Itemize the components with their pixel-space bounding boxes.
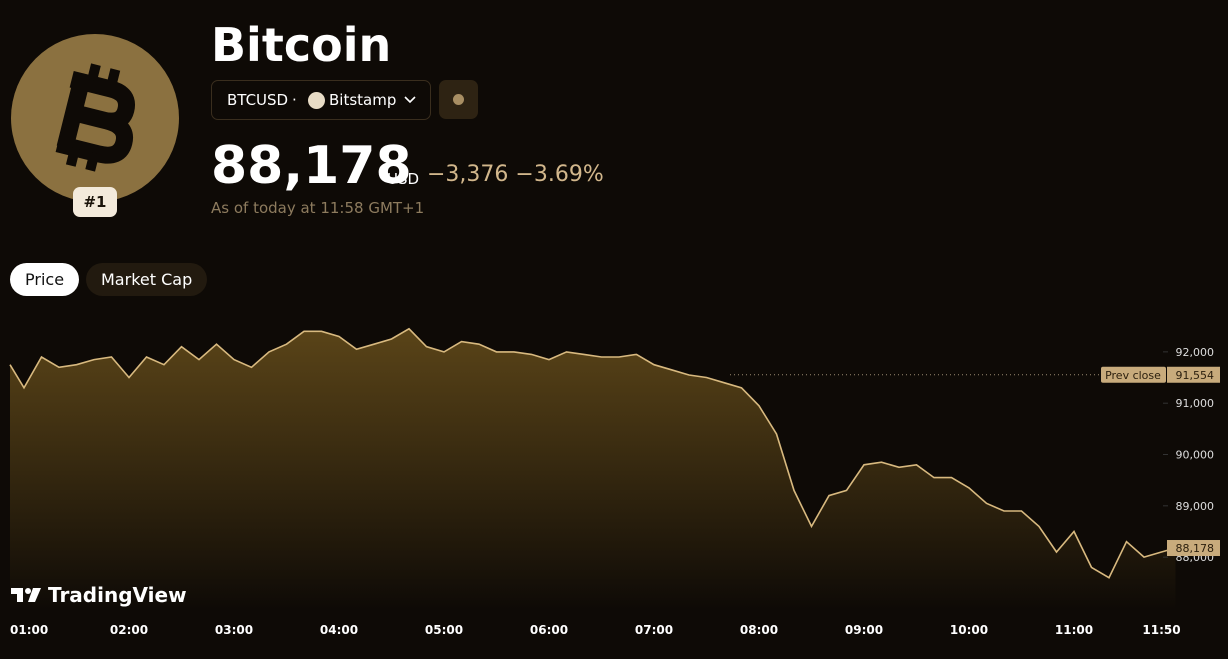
x-tick-label: 01:00	[10, 623, 48, 637]
coin-logo	[11, 34, 179, 202]
x-tick-label: 11:50	[1142, 623, 1180, 637]
x-tick-label: 11:00	[1055, 623, 1093, 637]
tab-price[interactable]: Price	[10, 263, 80, 296]
price-line	[9, 327, 1176, 579]
x-tick-label: 07:00	[635, 623, 673, 637]
exchange: Bitstamp	[329, 91, 397, 109]
last-price-tag	[1167, 540, 1220, 557]
prev-close-value: 91,554	[1176, 369, 1215, 382]
separator: ·	[292, 91, 297, 109]
area	[10, 328, 1176, 610]
symbol-selector[interactable]: BTCUSD · Bitstamp	[211, 80, 431, 120]
prev-close-value-tag	[1167, 366, 1220, 383]
x-tick-label: 03:00	[215, 623, 253, 637]
brand: TradingView	[11, 583, 187, 607]
y-tick-label: 90,000	[1176, 449, 1215, 462]
prev-close-label: Prev close	[1105, 369, 1161, 382]
change-pct: −3.69%	[515, 162, 604, 187]
status-dot	[453, 94, 464, 105]
y-tick-label: 92,000	[1176, 346, 1215, 359]
prev-close-tag	[1101, 366, 1166, 383]
title: Bitcoin	[211, 18, 392, 72]
brand-name: TradingView	[48, 583, 187, 607]
status-button[interactable]	[439, 80, 478, 119]
rank-badge: #1	[73, 187, 117, 217]
x-tick-label: 04:00	[320, 623, 358, 637]
last-price-label: 88,178	[1176, 542, 1215, 555]
x-tick-label: 09:00	[845, 623, 883, 637]
change: −3,376 −3.69%	[427, 162, 604, 187]
as-of: As of today at 11:58 GMT+1	[211, 199, 425, 217]
x-tick-label: 08:00	[740, 623, 778, 637]
symbol: BTCUSD	[227, 91, 289, 109]
exchange-icon	[308, 92, 325, 109]
x-tick-label: 02:00	[110, 623, 148, 637]
brand-icon	[11, 588, 41, 602]
x-tick-label: 05:00	[425, 623, 463, 637]
y-tick-label: 91,000	[1176, 397, 1215, 410]
currency: USD	[387, 170, 420, 188]
tab-market-cap[interactable]: Market Cap	[86, 263, 208, 296]
chevron	[404, 96, 416, 104]
change-abs: −3,376	[427, 162, 509, 187]
y-tick-label: 89,000	[1176, 500, 1215, 513]
bitcoin-glyph	[55, 63, 135, 172]
x-tick-label: 06:00	[530, 623, 568, 637]
x-tick-label: 10:00	[950, 623, 988, 637]
price: 88,178	[211, 136, 412, 196]
